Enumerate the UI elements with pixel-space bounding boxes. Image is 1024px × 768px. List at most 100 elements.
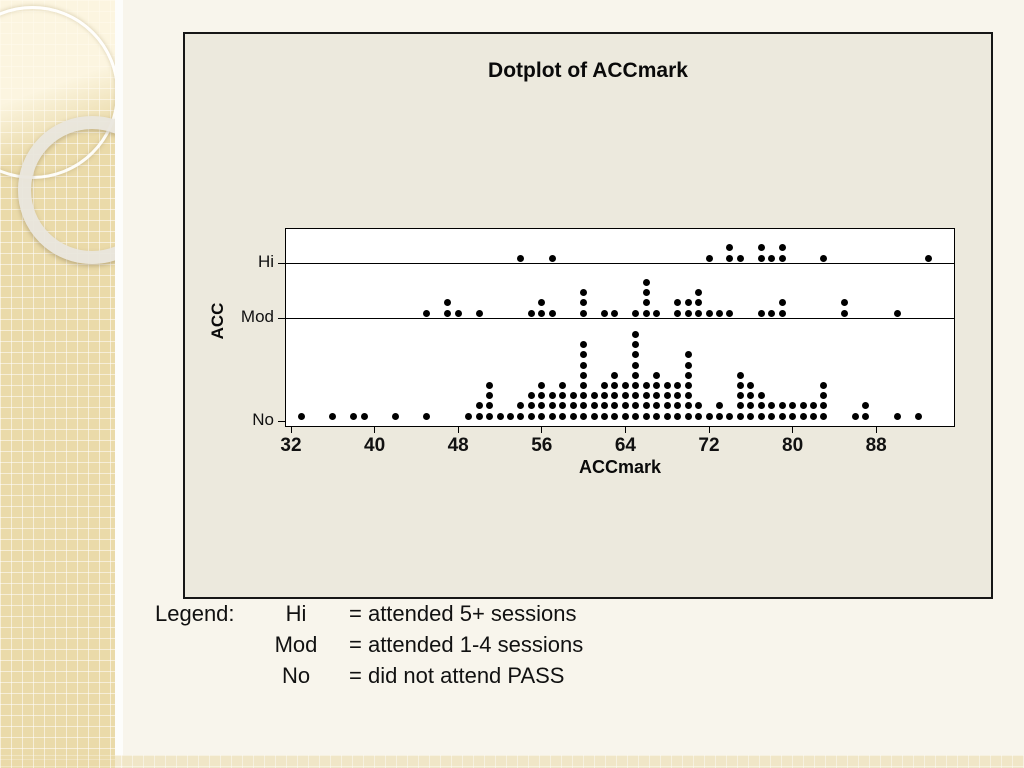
dot xyxy=(757,412,765,420)
dot xyxy=(674,412,682,420)
legend-term: Hi xyxy=(285,601,307,626)
dot xyxy=(778,299,786,307)
dot xyxy=(632,309,640,317)
dot xyxy=(454,309,462,317)
x-tick xyxy=(624,427,626,433)
dot xyxy=(642,278,650,286)
dot xyxy=(653,381,661,389)
dot xyxy=(684,361,692,369)
dot xyxy=(674,392,682,400)
dot xyxy=(580,402,588,410)
dot xyxy=(747,392,755,400)
dot xyxy=(674,299,682,307)
dot xyxy=(653,309,661,317)
dot xyxy=(580,299,588,307)
dot xyxy=(580,351,588,359)
dot xyxy=(851,412,859,420)
dot xyxy=(527,392,535,400)
dot xyxy=(611,402,619,410)
dot xyxy=(695,299,703,307)
dot xyxy=(736,381,744,389)
dot xyxy=(423,412,431,420)
dot xyxy=(663,392,671,400)
dot xyxy=(820,402,828,410)
category-baseline xyxy=(285,317,955,319)
dot xyxy=(893,309,901,317)
y-tick xyxy=(278,317,285,319)
y-category-label-no: No xyxy=(252,410,274,429)
dot xyxy=(736,392,744,400)
dot xyxy=(475,402,483,410)
dot xyxy=(580,412,588,420)
legend: Legend: Hi = attended 5+ sessions Mod = … xyxy=(155,601,583,694)
dot xyxy=(601,392,608,400)
dot xyxy=(715,412,723,420)
x-tick-label: 40 xyxy=(364,435,386,456)
dot xyxy=(559,381,567,389)
dot xyxy=(559,412,567,420)
dot xyxy=(580,381,588,389)
dot xyxy=(632,412,640,420)
dot xyxy=(642,309,650,317)
dot xyxy=(778,309,786,317)
dot xyxy=(778,402,786,410)
dot xyxy=(517,402,525,410)
dot xyxy=(642,299,650,307)
legend-definition: = attended 1-4 sessions xyxy=(349,632,584,657)
dot xyxy=(862,402,870,410)
dot xyxy=(810,412,817,420)
dot xyxy=(611,371,619,379)
dot xyxy=(820,381,828,389)
x-tick-label: 72 xyxy=(698,435,720,456)
dot xyxy=(486,402,494,410)
dot xyxy=(611,381,619,389)
dot xyxy=(653,412,661,420)
dot xyxy=(924,254,932,262)
dot xyxy=(705,309,713,317)
dot xyxy=(486,412,494,420)
dot xyxy=(506,412,514,420)
plot-area xyxy=(285,228,955,427)
dot xyxy=(517,412,525,420)
dot xyxy=(747,402,755,410)
dot xyxy=(684,309,692,317)
legend-definition: = did not attend PASS xyxy=(349,663,565,688)
y-category-label-hi: Hi xyxy=(257,252,274,271)
x-tick xyxy=(374,427,376,433)
dot xyxy=(297,412,305,420)
dot xyxy=(674,309,682,317)
dot xyxy=(736,254,744,262)
dot xyxy=(642,392,650,400)
dot xyxy=(538,412,546,420)
dot xyxy=(642,381,650,389)
dot xyxy=(538,402,546,410)
dot xyxy=(538,309,546,317)
dot xyxy=(757,402,765,410)
dot xyxy=(392,412,399,420)
dot xyxy=(601,412,608,420)
dot xyxy=(486,392,494,400)
dot xyxy=(465,412,473,420)
dot xyxy=(726,254,734,262)
dot xyxy=(621,402,629,410)
dot xyxy=(715,309,723,317)
legend-term: No xyxy=(281,663,311,688)
dot xyxy=(611,412,619,420)
dot xyxy=(580,289,588,297)
dot xyxy=(789,412,797,420)
dot xyxy=(757,254,765,262)
dot xyxy=(548,402,556,410)
dot xyxy=(590,392,598,400)
dot xyxy=(621,381,629,389)
dot xyxy=(768,412,776,420)
dot xyxy=(632,330,640,338)
dot xyxy=(663,381,671,389)
dot xyxy=(653,371,661,379)
dot xyxy=(736,412,744,420)
dot xyxy=(768,402,776,410)
dot xyxy=(705,254,713,262)
dot xyxy=(778,412,786,420)
dot xyxy=(548,254,556,262)
legend-row: No = did not attend PASS xyxy=(155,663,583,694)
